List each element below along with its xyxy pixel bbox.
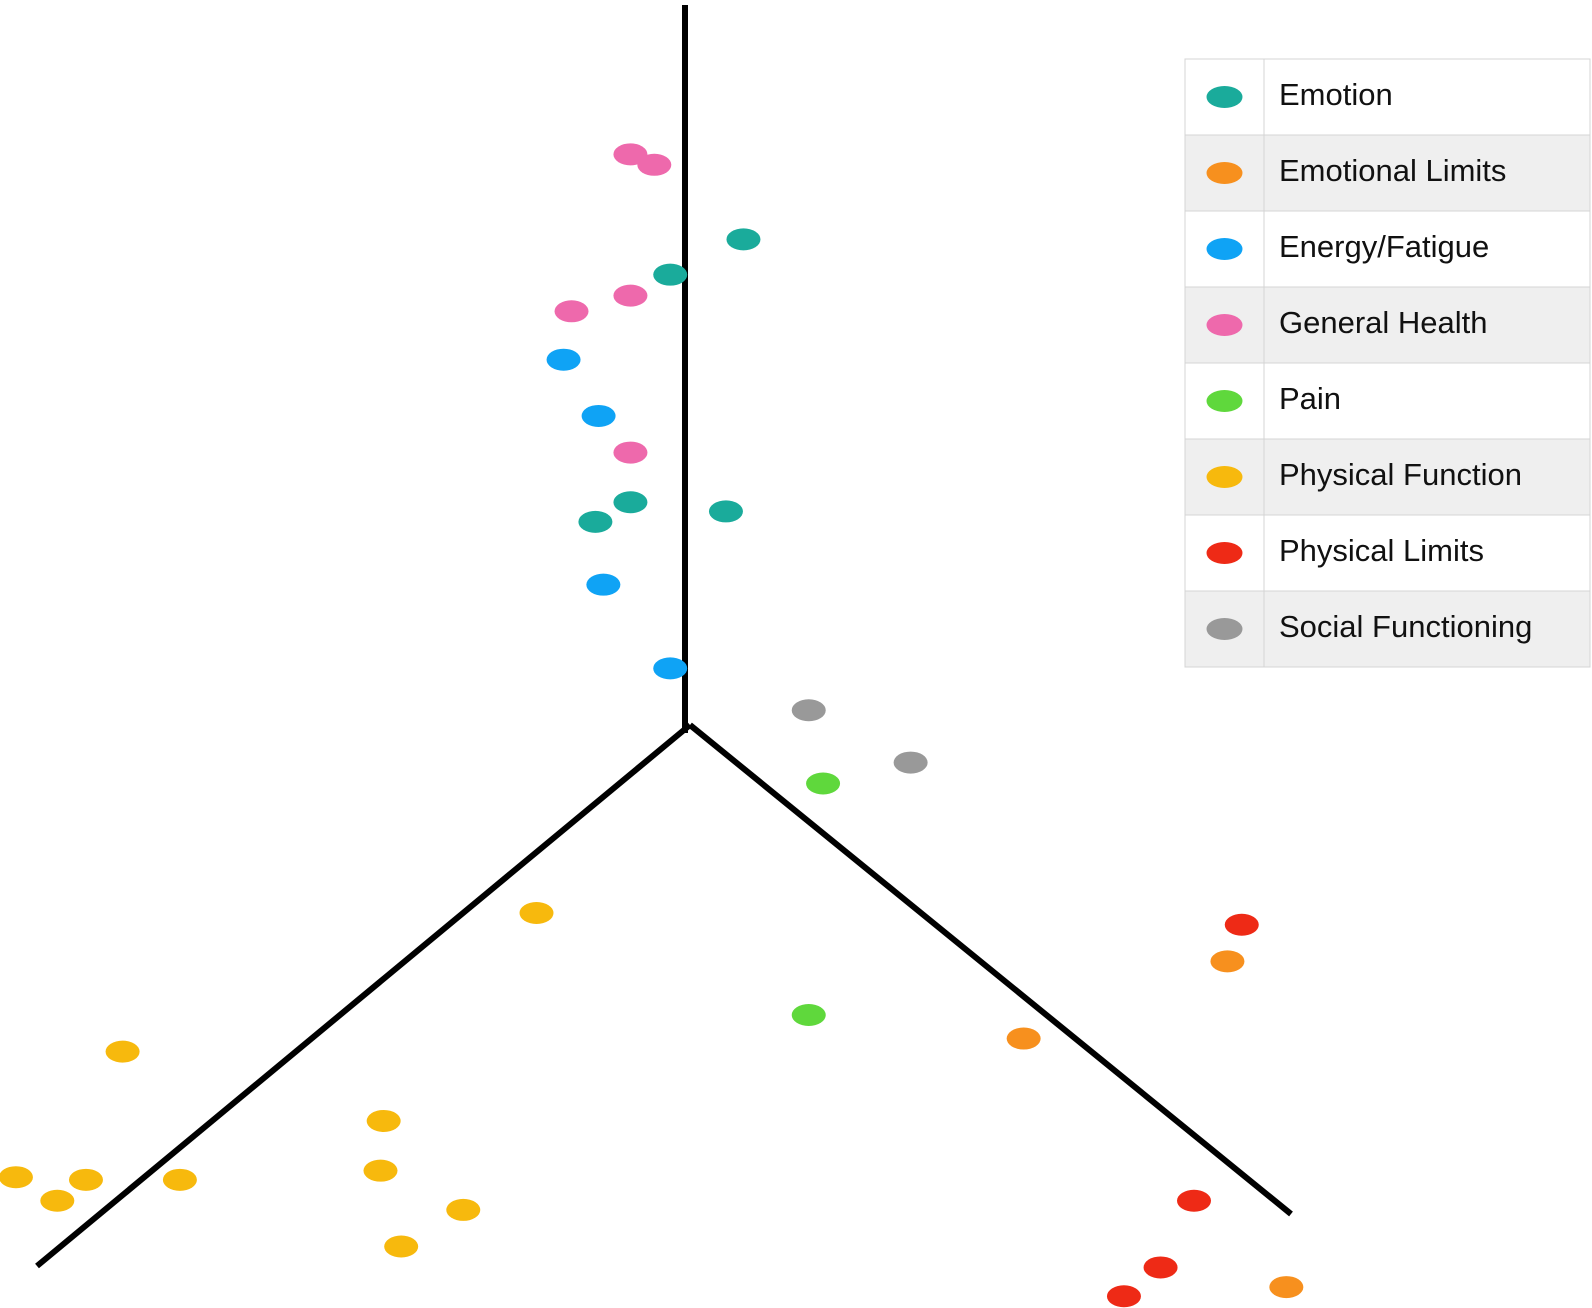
point (1006, 1027, 1041, 1050)
legend-marker (1206, 542, 1243, 564)
point (1143, 1256, 1178, 1279)
point (384, 1235, 419, 1258)
point (726, 228, 761, 251)
point (586, 573, 621, 596)
point (366, 1109, 401, 1132)
point (613, 491, 648, 514)
point (791, 699, 826, 722)
legend-label: Emotion (1279, 77, 1393, 112)
legend-marker (1206, 238, 1243, 260)
point (363, 1159, 398, 1182)
axes (35, 5, 1293, 1269)
point (1177, 1189, 1211, 1212)
points (0, 143, 1304, 1308)
point (554, 300, 589, 323)
point (68, 1168, 103, 1191)
point (1269, 1276, 1304, 1299)
point (653, 263, 688, 286)
legend-label: Social Functioning (1279, 609, 1532, 644)
point (653, 657, 688, 680)
point (519, 901, 554, 924)
legend-label: Physical Limits (1279, 533, 1484, 568)
legend-row (1184, 438, 1591, 516)
point (637, 153, 672, 176)
point (162, 1168, 197, 1191)
legend-row (1184, 210, 1591, 288)
legend-label: Emotional Limits (1279, 153, 1506, 188)
legend-marker (1206, 314, 1243, 336)
legend-label: Physical Function (1279, 457, 1522, 492)
legend-row (1184, 514, 1591, 592)
point (446, 1198, 481, 1221)
axis-line (35, 722, 692, 1269)
legend-label: Pain (1279, 381, 1341, 416)
point (893, 751, 928, 774)
point (1106, 1285, 1141, 1308)
legend-row (1184, 286, 1591, 364)
legend: Emotion Emotional Limits Energy/Fatigue Gen… (1184, 58, 1591, 668)
legend-label: General Health (1279, 305, 1488, 340)
axis-line (688, 722, 1293, 1217)
legend-label: Energy/Fatigue (1279, 229, 1489, 264)
legend-marker (1206, 466, 1243, 488)
legend-marker (1206, 390, 1243, 412)
legend-row (1184, 590, 1591, 668)
legend-marker (1206, 618, 1243, 640)
point (40, 1189, 75, 1212)
point (1210, 950, 1245, 973)
legend-row (1184, 362, 1591, 440)
point (613, 284, 648, 307)
point (791, 1004, 826, 1027)
point (546, 348, 581, 371)
legend-marker (1206, 86, 1243, 108)
point (1224, 913, 1259, 936)
legend-row (1184, 58, 1591, 136)
point (578, 510, 613, 533)
legend-marker (1206, 162, 1243, 184)
point (581, 404, 616, 427)
point (806, 772, 841, 795)
point (0, 1166, 33, 1189)
point (708, 500, 743, 523)
point (105, 1040, 140, 1063)
point (613, 143, 648, 166)
point (613, 441, 648, 464)
legend-row (1184, 134, 1591, 212)
